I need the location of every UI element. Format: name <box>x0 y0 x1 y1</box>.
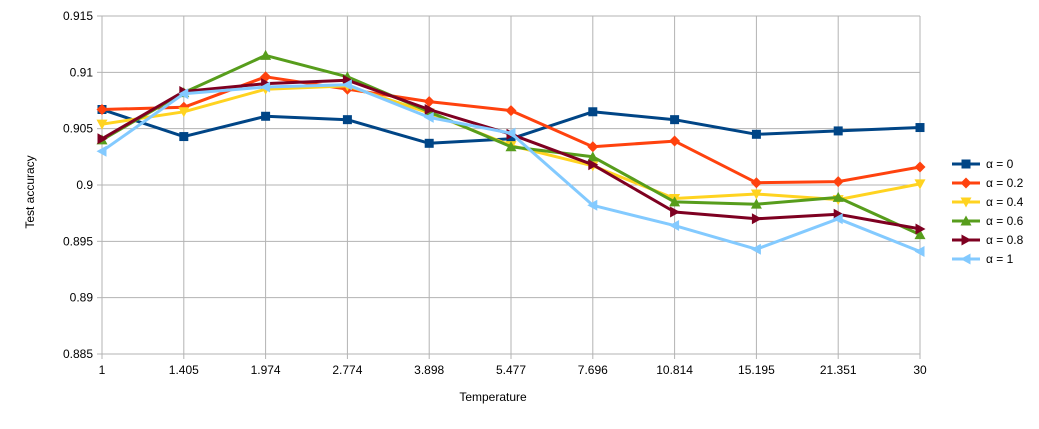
x-tick-label: 1 <box>99 363 106 377</box>
data-point <box>96 119 108 130</box>
legend: α = 0 α = 0.2 α = 0.4 α = 0.6 α = 0.8 α = 1 <box>952 157 1024 266</box>
y-tick-label: 0.915 <box>63 9 93 23</box>
data-point <box>750 177 762 189</box>
y-tick-label: 0.905 <box>63 122 93 136</box>
y-tick-label: 0.895 <box>63 234 93 248</box>
data-point <box>97 133 108 145</box>
data-point <box>423 96 435 108</box>
y-tick-label: 0.9 <box>76 178 93 192</box>
data-point <box>260 49 272 60</box>
data-point <box>915 223 926 235</box>
data-point <box>505 141 517 152</box>
data-point <box>832 191 844 202</box>
data-point <box>832 213 843 225</box>
legend-item: α = 0.6 <box>952 214 1024 228</box>
series-layer <box>96 49 926 257</box>
data-point <box>750 198 762 209</box>
y-axis-label: Test accuracy <box>23 155 37 228</box>
x-tick-label: 21.351 <box>820 363 857 377</box>
data-point <box>750 243 761 255</box>
grid <box>101 15 921 355</box>
data-point <box>914 161 926 173</box>
data-point <box>587 151 599 162</box>
legend-item: α = 0 <box>952 157 1014 171</box>
data-point <box>342 115 352 125</box>
data-point <box>832 176 844 188</box>
x-tick-label: 1.405 <box>169 363 199 377</box>
data-point <box>587 141 599 153</box>
data-point <box>669 196 681 207</box>
x-tick-label: 2.774 <box>332 363 362 377</box>
data-point <box>914 229 926 240</box>
legend-marker <box>960 197 972 208</box>
data-point <box>750 189 762 200</box>
data-point <box>669 135 681 147</box>
data-point <box>670 115 680 125</box>
data-point <box>588 159 599 171</box>
data-point <box>423 111 434 123</box>
legend-marker <box>960 215 972 226</box>
data-point <box>505 127 516 139</box>
x-tick-label: 7.696 <box>578 363 608 377</box>
x-tick-label: 30 <box>913 363 927 377</box>
x-tick-label: 1.974 <box>251 363 281 377</box>
data-point <box>424 104 435 116</box>
y-tick-label: 0.89 <box>70 291 94 305</box>
data-point <box>424 138 434 148</box>
axes <box>97 15 921 359</box>
x-axis-label: Temperature <box>459 390 527 404</box>
data-point <box>96 104 108 116</box>
data-point <box>833 126 843 136</box>
data-point <box>751 129 761 139</box>
data-point <box>914 245 925 257</box>
legend-item: α = 1 <box>952 252 1014 266</box>
data-point <box>261 111 271 121</box>
data-point <box>587 199 598 211</box>
data-point <box>915 123 925 133</box>
y-tick-label: 0.91 <box>70 65 94 79</box>
legend-marker <box>960 177 972 189</box>
tick-labels: 0.885 0.89 0.895 0.9 0.905 0.91 0.915 1 1.405 1.9… <box>63 9 927 377</box>
x-tick-label: 10.814 <box>656 363 693 377</box>
legend-label: α = 1 <box>986 252 1014 266</box>
data-point <box>588 107 598 117</box>
legend-marker <box>961 234 972 246</box>
x-tick-label: 5.477 <box>496 363 526 377</box>
legend-label: α = 0.4 <box>986 195 1024 209</box>
data-point <box>751 213 762 225</box>
data-point <box>914 179 926 190</box>
x-tick-label: 15.195 <box>738 363 775 377</box>
data-point <box>670 206 681 218</box>
legend-label: α = 0.2 <box>986 176 1024 190</box>
data-point <box>178 88 189 100</box>
data-point <box>178 107 190 118</box>
legend-label: α = 0.6 <box>986 214 1024 228</box>
data-point <box>260 81 271 93</box>
data-point <box>96 145 107 157</box>
legend-item: α = 0.4 <box>952 195 1024 209</box>
data-point <box>341 79 352 91</box>
x-tick-label: 3.898 <box>414 363 444 377</box>
legend-item: α = 0.8 <box>952 233 1024 247</box>
y-tick-label: 0.885 <box>63 347 93 361</box>
data-point <box>179 132 189 142</box>
series-5 <box>96 79 925 257</box>
legend-item: α = 0.2 <box>952 176 1024 190</box>
legend-marker <box>960 253 971 265</box>
legend-label: α = 0 <box>986 157 1014 171</box>
data-point <box>505 105 517 117</box>
legend-label: α = 0.8 <box>986 233 1024 247</box>
legend-marker <box>961 159 971 169</box>
data-point <box>669 220 680 232</box>
